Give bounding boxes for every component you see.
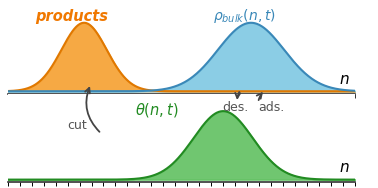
- Text: $\theta(n,t)$: $\theta(n,t)$: [135, 101, 179, 119]
- Text: ads.: ads.: [259, 101, 285, 114]
- Text: des.: des.: [222, 101, 248, 114]
- Text: products: products: [36, 9, 108, 24]
- Text: $n$: $n$: [339, 72, 350, 87]
- Text: cut: cut: [67, 119, 87, 132]
- Text: $n$: $n$: [339, 160, 350, 175]
- Text: $\rho_{bulk}(n,t)$: $\rho_{bulk}(n,t)$: [213, 7, 276, 24]
